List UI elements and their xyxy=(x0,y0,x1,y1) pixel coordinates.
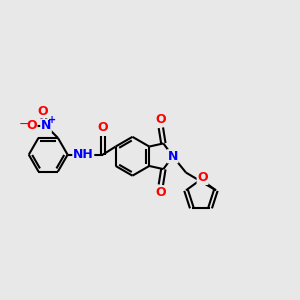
Text: NH: NH xyxy=(73,148,94,161)
Text: O: O xyxy=(26,119,37,133)
Text: O: O xyxy=(156,186,166,199)
Text: O: O xyxy=(37,105,48,118)
Text: N: N xyxy=(41,119,51,133)
Text: O: O xyxy=(197,171,208,184)
Text: O: O xyxy=(98,121,108,134)
Text: O: O xyxy=(156,113,166,126)
Text: −: − xyxy=(19,118,29,131)
Text: N: N xyxy=(168,150,178,163)
Text: +: + xyxy=(48,115,56,125)
